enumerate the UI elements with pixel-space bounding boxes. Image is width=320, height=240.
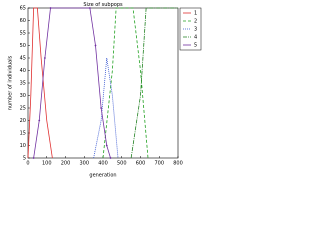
page: {"chart_data": {"type": "line", "title":… — [0, 0, 203, 183]
chart-title: Size of subpops — [83, 2, 123, 8]
point-marker — [100, 107, 103, 109]
point-marker — [88, 7, 91, 9]
point-marker — [43, 57, 46, 59]
y-tick-label: 40 — [20, 68, 26, 74]
series-line — [93, 57, 119, 159]
y-tick-label: 60 — [20, 18, 26, 24]
point-marker — [32, 157, 35, 159]
chart: Size of subpops generation number of ind… — [8, 2, 202, 179]
legend — [179, 7, 202, 51]
point-marker — [38, 119, 41, 122]
series-line — [102, 7, 149, 159]
point-marker — [105, 144, 108, 147]
x-tick-label: 300 — [79, 161, 89, 167]
plot-frame — [27, 7, 179, 159]
series-line — [27, 7, 53, 159]
y-tick-label: 45 — [20, 56, 26, 62]
series-line — [33, 7, 111, 159]
y-axis-label: number of individuals — [8, 55, 14, 110]
y-tick-label: 50 — [20, 43, 26, 49]
x-axis-label: generation — [89, 173, 116, 179]
legend-label: 3 — [194, 27, 197, 33]
y-tick-label: 25 — [20, 106, 26, 112]
x-tick-label: 700 — [154, 161, 164, 167]
point-marker — [109, 157, 112, 159]
legend-label: 2 — [194, 19, 197, 25]
x-tick-label: 600 — [136, 161, 146, 167]
point-marker — [49, 7, 52, 9]
x-tick-label: 0 — [26, 161, 29, 167]
y-tick-label: 35 — [20, 81, 26, 87]
legend-label: 1 — [194, 11, 197, 17]
x-tick-label: 800 — [173, 161, 183, 167]
x-tick-label: 200 — [61, 161, 71, 167]
y-tick-label: 20 — [20, 118, 26, 124]
y-tick-label: 65 — [20, 6, 26, 12]
legend-label: 5 — [194, 43, 197, 49]
series-line — [130, 7, 178, 159]
y-tick-label: 15 — [20, 131, 26, 137]
y-tick-label: 5 — [23, 156, 26, 162]
y-tick-label: 10 — [20, 143, 26, 149]
x-tick-label: 400 — [98, 161, 108, 167]
x-tick-label: 100 — [42, 161, 52, 167]
x-tick-label: 500 — [117, 161, 127, 167]
point-marker — [94, 44, 97, 47]
legend-label: 4 — [194, 35, 197, 41]
y-tick-label: 55 — [20, 31, 26, 37]
y-tick-label: 30 — [20, 93, 26, 99]
